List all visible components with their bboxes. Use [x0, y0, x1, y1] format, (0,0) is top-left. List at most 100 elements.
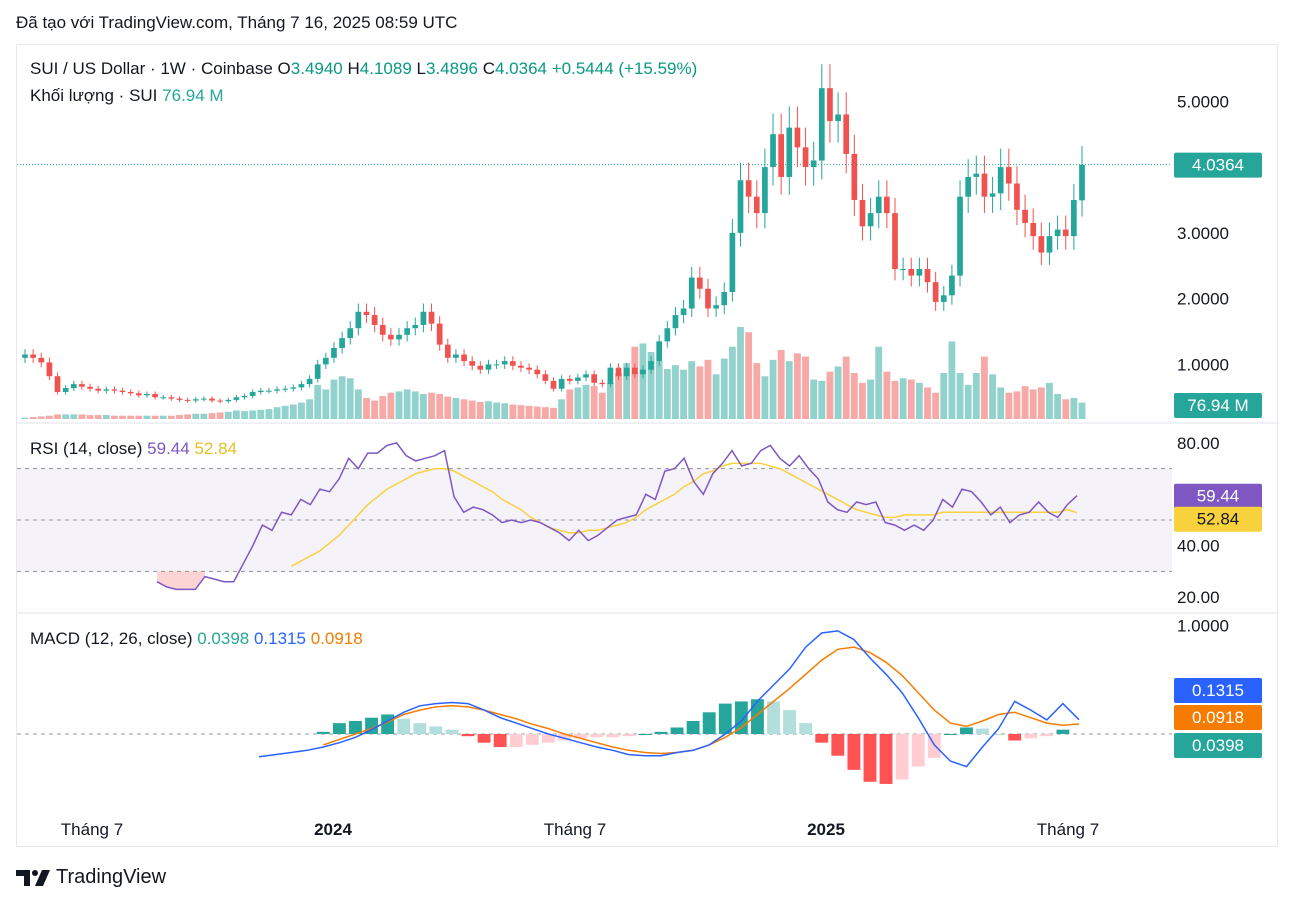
macd-signal-tag-bg: [1174, 705, 1262, 730]
candle-body: [957, 196, 963, 276]
macd-histogram-bar: [509, 734, 523, 748]
volume-tag: 76.94 M: [1187, 396, 1248, 415]
candle-body: [940, 295, 947, 302]
tradingview-logo[interactable]: TradingView: [16, 866, 166, 889]
volume-bar: [704, 359, 712, 419]
candle-body: [363, 311, 370, 316]
volume-bar: [485, 401, 492, 419]
candle-body: [615, 367, 622, 377]
volume-bar: [981, 356, 988, 419]
volume-bar: [444, 396, 452, 419]
candle-body: [526, 367, 532, 370]
candle-body: [95, 388, 102, 391]
candle-body: [379, 324, 386, 335]
candle-body: [997, 167, 1004, 194]
volume-bar: [940, 373, 948, 419]
candle-body: [583, 374, 589, 378]
time-axis-tick: 2025: [807, 820, 845, 839]
volume-bar: [720, 358, 728, 419]
macd-histogram-bar: [429, 726, 443, 734]
close-label: C: [482, 59, 495, 78]
volume-bar: [411, 391, 419, 419]
candle-body: [233, 397, 240, 400]
volume-bar: [37, 416, 45, 419]
candle-body: [453, 354, 459, 358]
rsi-title[interactable]: RSI (14, close): [30, 439, 143, 458]
candle-body: [371, 315, 378, 325]
volume-bar: [590, 386, 598, 419]
volume-bar: [436, 394, 444, 419]
macd-histogram-bar: [461, 734, 475, 737]
rsi-legend: RSI (14, close) 59.44 52.84: [30, 439, 237, 459]
candle-body: [843, 114, 850, 154]
macd-title[interactable]: MACD (12, 26, close): [30, 629, 193, 648]
volume-bar: [363, 397, 370, 419]
macd-histogram-bar: [1024, 734, 1038, 739]
volume-bar: [899, 378, 907, 419]
candle-body: [688, 277, 695, 309]
symbol-label[interactable]: SUI / US Dollar · 1W · Coinbase: [30, 59, 273, 78]
chart-canvas[interactable]: 1.00002.00003.00004.00005.00004.036476.9…: [17, 45, 1279, 848]
volume-bar: [907, 379, 915, 419]
candle-body: [54, 376, 61, 393]
rsi-ma-value: 52.84: [194, 439, 237, 458]
volume-bar: [810, 379, 818, 419]
volume-bar: [468, 400, 476, 419]
volume-bar: [875, 346, 883, 419]
volume-bar: [159, 415, 167, 419]
volume-label[interactable]: Khối lượng · SUI: [30, 86, 158, 105]
volume-bar: [265, 409, 273, 419]
candle-body: [469, 361, 476, 366]
volume-bar: [850, 373, 858, 419]
high-value: 4.1089: [359, 59, 412, 78]
macd-histogram-bar: [349, 720, 362, 734]
macd-histogram-bar: [815, 734, 829, 743]
macd-histogram-bar: [879, 734, 893, 784]
volume-bar: [428, 392, 435, 419]
candle-body: [46, 362, 53, 377]
volume-bar: [371, 400, 379, 419]
macd-histogram-bar: [767, 701, 780, 734]
candle-body: [290, 387, 297, 389]
volume-bar: [558, 399, 566, 419]
candle-body: [87, 386, 93, 389]
close-value: 4.0364: [495, 59, 547, 78]
macd-hist-value: 0.0398: [197, 629, 250, 648]
candle-body: [859, 199, 866, 227]
macd-histogram-bar: [638, 734, 652, 735]
macd-line-tag-bg: [1174, 678, 1262, 703]
volume-bar: [232, 410, 240, 419]
candle-body: [518, 365, 524, 368]
volume-bar: [777, 350, 785, 419]
macd-histogram-bar: [783, 710, 797, 734]
volume-bar: [639, 343, 647, 419]
volume-bar: [761, 376, 769, 419]
volume-bar: [533, 406, 541, 419]
candle-body: [436, 323, 443, 345]
candle-body: [111, 389, 118, 391]
candle-body: [160, 397, 167, 399]
macd-histogram-bar: [960, 727, 973, 734]
candle-body: [249, 392, 256, 396]
candle-body: [892, 213, 898, 270]
candle-body: [396, 334, 402, 340]
macd-histogram-bar: [606, 734, 620, 738]
macd-signal-tag: 0.0918: [1192, 708, 1244, 727]
volume-bar: [688, 361, 696, 419]
candle-body: [103, 389, 110, 391]
volume-bar: [94, 415, 102, 419]
candle-body: [599, 382, 606, 385]
candle-body: [550, 380, 557, 389]
macd-histogram-bar: [558, 734, 571, 741]
volume-bar: [1021, 386, 1029, 419]
candle-body: [786, 127, 793, 177]
macd-histogram-bar: [590, 734, 604, 738]
macd-histogram-bar: [992, 734, 1006, 735]
volume-bar: [501, 403, 509, 419]
candle-body: [501, 361, 508, 365]
candle-body: [607, 367, 614, 385]
candle-body: [1079, 164, 1085, 201]
volume-bar: [680, 369, 688, 419]
chart-frame[interactable]: 1.00002.00003.00004.00005.00004.036476.9…: [16, 44, 1279, 848]
rsi-value-tag: 59.44: [1197, 487, 1240, 506]
